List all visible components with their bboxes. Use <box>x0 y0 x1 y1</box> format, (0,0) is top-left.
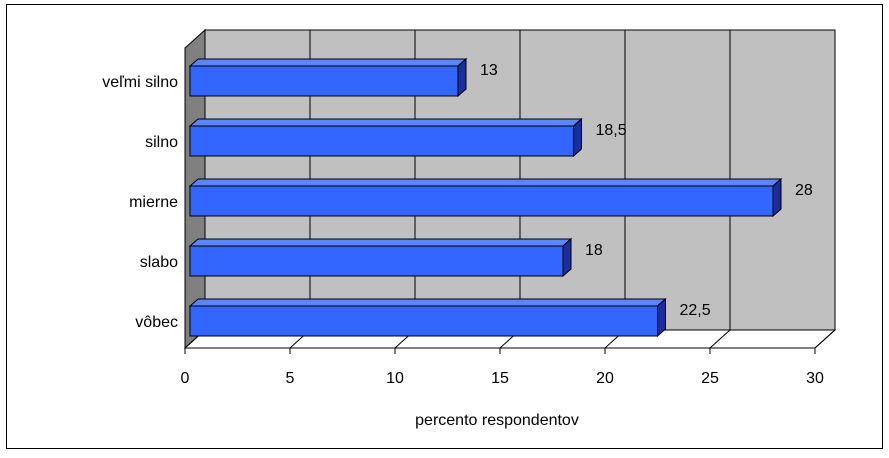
data-label: 28 <box>795 182 813 199</box>
category-label: slabo <box>140 254 178 271</box>
bar-front-face <box>189 65 459 97</box>
bar-side-face <box>457 57 467 98</box>
bar-top-face <box>188 298 667 307</box>
data-label: 13 <box>480 62 498 79</box>
x-tick-label: 0 <box>181 370 190 387</box>
x-tick-label: 10 <box>386 370 404 387</box>
bar-top-face <box>188 238 573 247</box>
x-axis-label: percento respondentov <box>415 412 579 429</box>
category-label: vôbec <box>135 314 178 331</box>
category-label: silno <box>145 134 178 151</box>
bar <box>188 177 783 218</box>
bar-front-face <box>189 185 774 217</box>
bar-top-face <box>188 58 468 67</box>
floor-gridline <box>709 329 731 349</box>
x-tick-label: 20 <box>596 370 614 387</box>
data-label: 18,5 <box>596 122 627 139</box>
bar <box>188 117 583 158</box>
bar-side-face <box>562 237 572 278</box>
bar-side-face <box>573 117 582 158</box>
bar-top-face <box>188 178 783 187</box>
x-tick-label: 15 <box>491 370 509 387</box>
category-label: veľmi silno <box>102 74 178 91</box>
bar <box>188 57 468 98</box>
bar-front-face <box>189 125 574 157</box>
data-label: 22,5 <box>680 302 711 319</box>
bar-side-face <box>657 297 666 338</box>
bar-front-face <box>189 305 658 337</box>
bar <box>188 237 573 278</box>
data-label: 18 <box>585 242 603 259</box>
bar <box>188 297 667 338</box>
floor-gridline <box>814 329 836 349</box>
bar-front-face <box>189 245 564 277</box>
x-tick-label: 25 <box>701 370 719 387</box>
category-label: mierne <box>129 194 178 211</box>
bar-side-face <box>772 177 782 218</box>
x-tick-label: 30 <box>806 370 824 387</box>
bar-top-face <box>188 118 583 127</box>
x-tick-label: 5 <box>286 370 295 387</box>
